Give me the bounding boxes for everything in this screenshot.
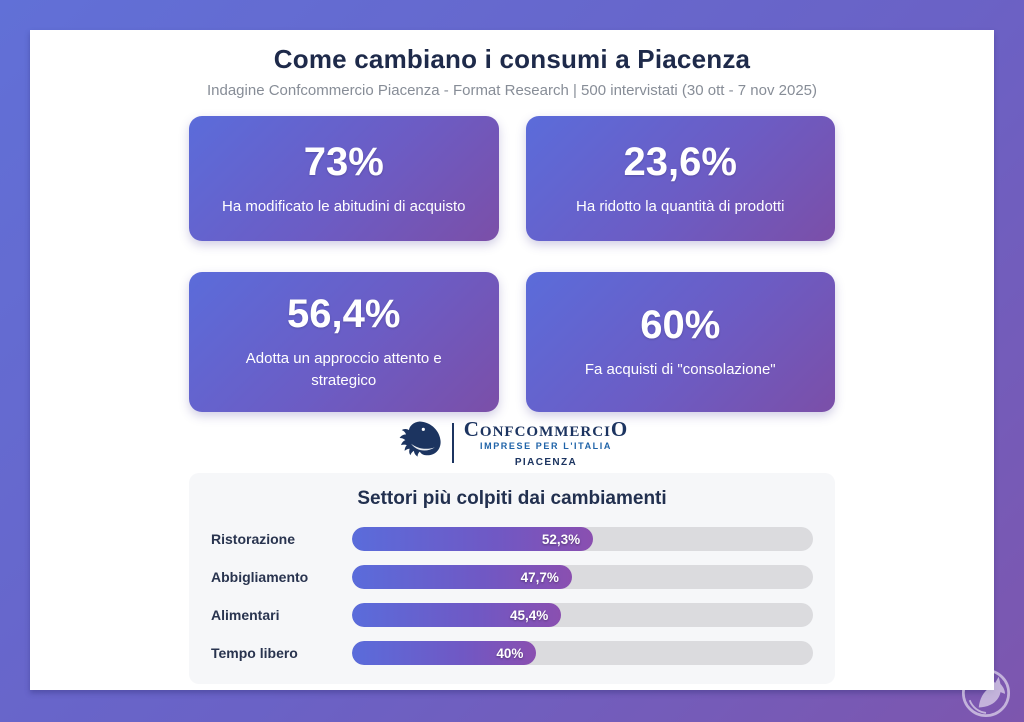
bar-row-abbigliamento: Abbigliamento 47,7% [211, 558, 813, 596]
bar-value: 47,7% [520, 569, 559, 585]
stat-value: 60% [640, 303, 721, 348]
bar-track: 52,3% [352, 527, 813, 551]
bar-label: Abbigliamento [211, 569, 309, 585]
logo-tagline: IMPRESE PER L'ITALIA [480, 440, 612, 451]
bar-track: 40% [352, 641, 813, 665]
page-title: Come cambiano i consumi a Piacenza [273, 44, 751, 74]
stats-grid: 73% Ha modificato le abitudini di acquis… [189, 116, 835, 412]
stat-label: Fa acquisti di "consolazione" [584, 361, 776, 379]
sectors-chart-panel: Settori più colpiti dai cambiamenti Rist… [189, 473, 835, 684]
page-subtitle: Indagine Confcommercio Piacenza - Format… [206, 82, 818, 99]
stat-label: Ha ridotto la quantità di prodotti [576, 197, 785, 215]
bar-fill: 47,7% [352, 565, 572, 589]
logo-divider [451, 423, 454, 463]
stat-card-quantita: 23,6% Ha ridotto la quantità di prodotti [525, 116, 835, 241]
bar-fill: 52,3% [352, 527, 594, 551]
chart-title: Settori più colpiti dai cambiamenti [357, 488, 667, 509]
confcommercio-logo: ConfcommerciO IMPRESE PER L'ITALIA PIACE… [30, 416, 994, 468]
bar-label: Alimentari [211, 607, 280, 623]
bar-value: 52,3% [541, 531, 581, 547]
horse-emblem-watermark-icon [961, 668, 1011, 718]
stat-card-approccio: 56,4% Adotta un approccio attento e stra… [189, 272, 499, 412]
bar-value: 45,4% [510, 607, 549, 623]
bar-row-ristorazione: Ristorazione 52,3% [211, 520, 813, 558]
bar-label: Ristorazione [211, 531, 296, 547]
confcommercio-eagle-icon [399, 421, 441, 457]
stat-label: Ha modificato le abitudini di acquisto [222, 197, 466, 215]
bar-row-tempo-libero: Tempo libero 40% [211, 634, 813, 672]
bar-track: 45,4% [352, 603, 813, 627]
bar-label: Tempo libero [211, 645, 298, 661]
stat-card-consolazione: 60% Fa acquisti di "consolazione" [525, 272, 835, 412]
bar-fill: 40% [352, 641, 537, 665]
bar-row-alimentari: Alimentari 45,4% [211, 596, 813, 634]
bar-fill: 45,4% [352, 603, 562, 627]
stat-value: 56,4% [287, 292, 401, 337]
stat-label: Adotta un approccio attento e strategico [245, 350, 442, 389]
bar-track: 47,7% [352, 565, 813, 589]
logo-city: PIACENZA [514, 456, 578, 468]
content-sheet: Come cambiano i consumi a Piacenza Indag… [30, 30, 994, 690]
logo-name: ConfcommerciO [463, 416, 629, 441]
stat-card-abitudini: 73% Ha modificato le abitudini di acquis… [189, 116, 499, 241]
stat-value: 23,6% [623, 139, 737, 184]
bar-value: 40% [496, 645, 524, 661]
stat-value: 73% [303, 139, 384, 184]
logo-text: ConfcommerciO IMPRESE PER L'ITALIA PIACE… [463, 416, 629, 468]
